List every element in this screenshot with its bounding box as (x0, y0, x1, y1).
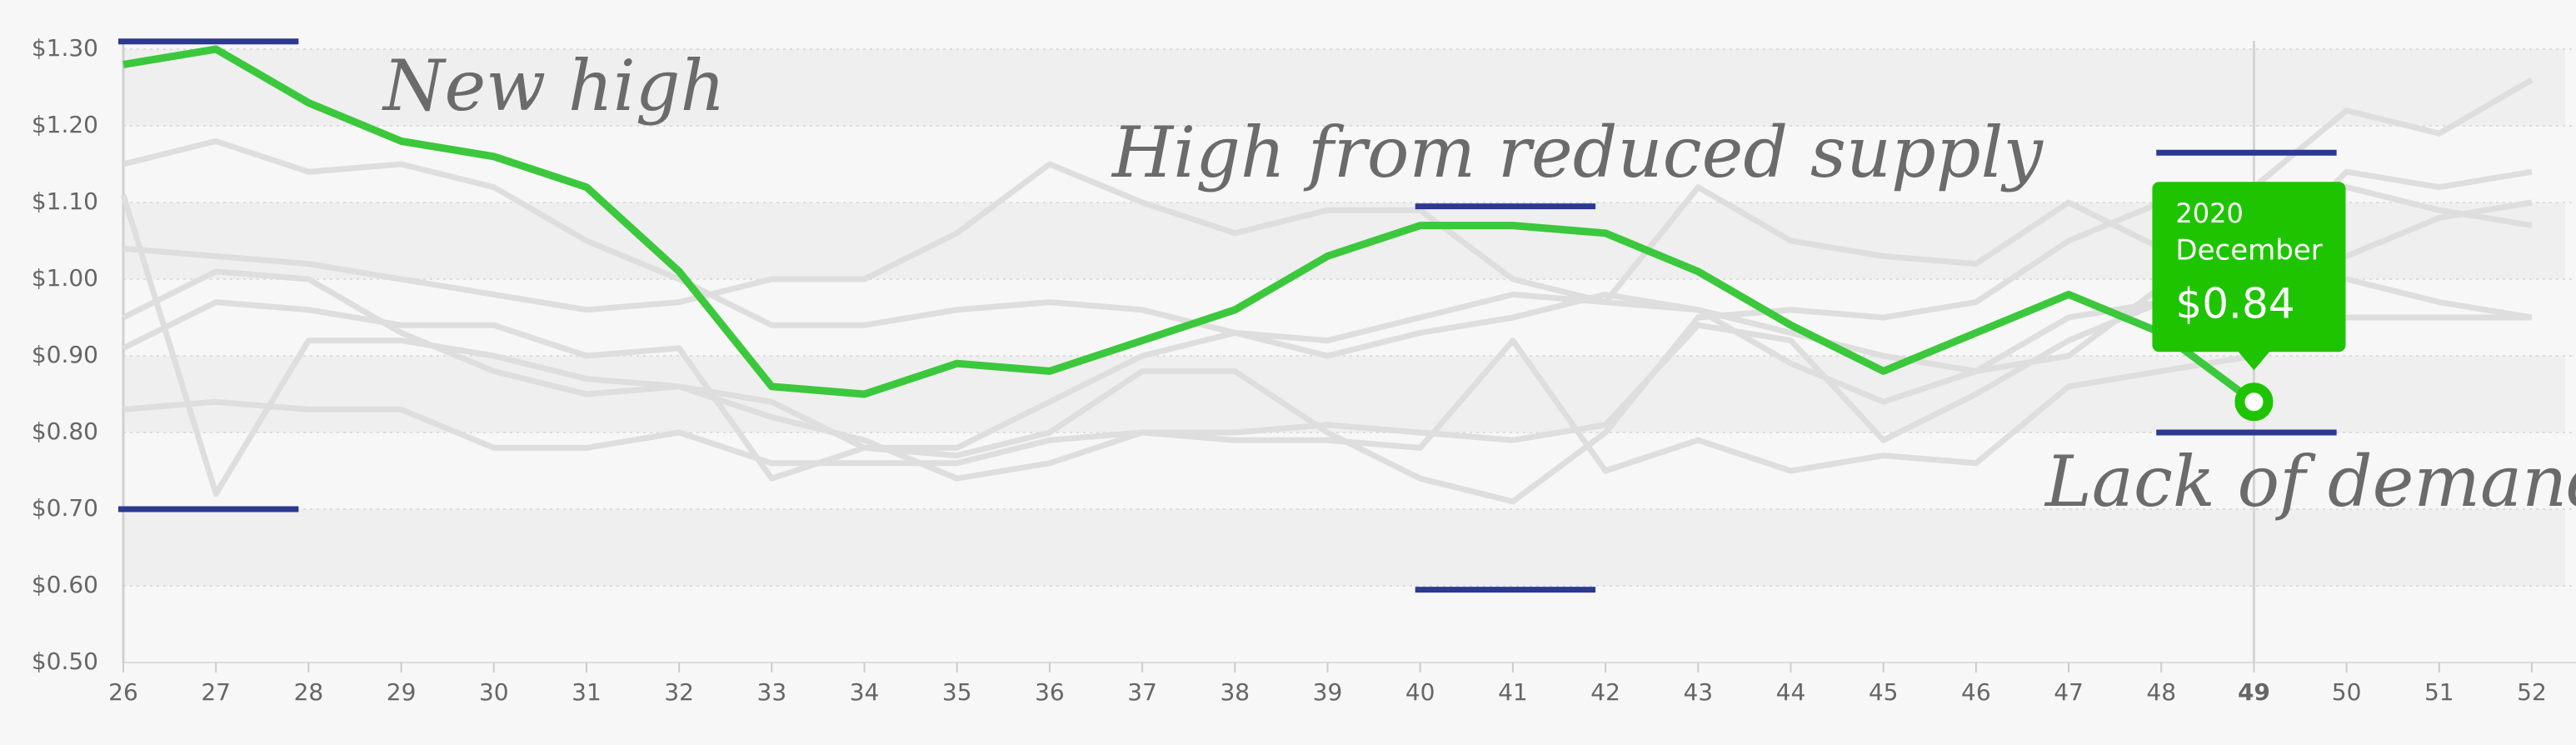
x-tick-label: 28 (294, 678, 324, 706)
x-tick-label: 30 (479, 678, 509, 706)
tooltip: 2020 December $0.84 (2152, 182, 2346, 371)
x-tick-label: 35 (942, 678, 972, 706)
x-tick-label: 43 (1683, 678, 1713, 706)
y-tick-label: $1.20 (32, 111, 98, 138)
y-tick-label: $1.10 (32, 188, 98, 215)
series-line (122, 168, 2533, 482)
tooltip-month: December (2175, 234, 2322, 268)
series-line (122, 314, 2532, 474)
tooltip-value: $0.84 (2175, 280, 2294, 328)
annotation: New high (382, 45, 726, 127)
x-tick-label: 50 (2332, 678, 2362, 706)
x-tick-label: 38 (1220, 678, 1250, 706)
series-line (120, 77, 2534, 505)
hover-point (2234, 382, 2274, 422)
tooltip-pointer (2235, 348, 2273, 371)
y-tick-label: $0.70 (32, 494, 98, 522)
x-tick-label: 33 (757, 678, 787, 706)
x-tick-label: 32 (664, 678, 694, 706)
x-tick-label: 48 (2146, 678, 2176, 706)
band (123, 356, 2565, 432)
annotation: Lack of demand (2044, 441, 2576, 522)
x-tick-label: 51 (2424, 678, 2454, 706)
y-tick-label: $1.00 (32, 264, 98, 292)
highlight-line (122, 45, 2257, 405)
x-tick-label: 41 (1498, 678, 1528, 706)
y-tick-label: $1.30 (32, 34, 98, 62)
x-tick-label: 37 (1127, 678, 1157, 706)
y-tick-label: $0.60 (32, 571, 98, 598)
band (123, 509, 2565, 586)
x-tick-label: 46 (1961, 678, 1991, 706)
x-tick-label: 52 (2517, 678, 2547, 706)
tooltip-year: 2020 (2175, 198, 2243, 229)
band (123, 49, 2565, 126)
series-line (122, 161, 2533, 313)
y-tick-label: $0.90 (32, 341, 98, 368)
series-line (122, 268, 2533, 482)
y-tick-label: $0.50 (32, 648, 98, 675)
x-tick-label: 39 (1313, 678, 1343, 706)
x-tick-label: 36 (1035, 678, 1065, 706)
y-tick-label: $0.80 (32, 418, 98, 445)
x-tick-label: 26 (108, 678, 138, 706)
x-tick-label: 29 (387, 678, 417, 706)
tooltip-box (2152, 182, 2346, 352)
annotation: High from reduced supply (1111, 112, 2044, 193)
x-tick-label: 27 (201, 678, 231, 706)
x-tick-label: 44 (1776, 678, 1806, 706)
x-tick-label: 34 (850, 678, 880, 706)
x-tick-label: 45 (1869, 678, 1899, 706)
x-tick-label: 47 (2054, 678, 2084, 706)
x-tick-label: 49 (2238, 678, 2270, 706)
x-tick-label: 40 (1405, 678, 1435, 706)
x-tick-label: 42 (1590, 678, 1620, 706)
x-tick-label: 31 (572, 678, 602, 706)
